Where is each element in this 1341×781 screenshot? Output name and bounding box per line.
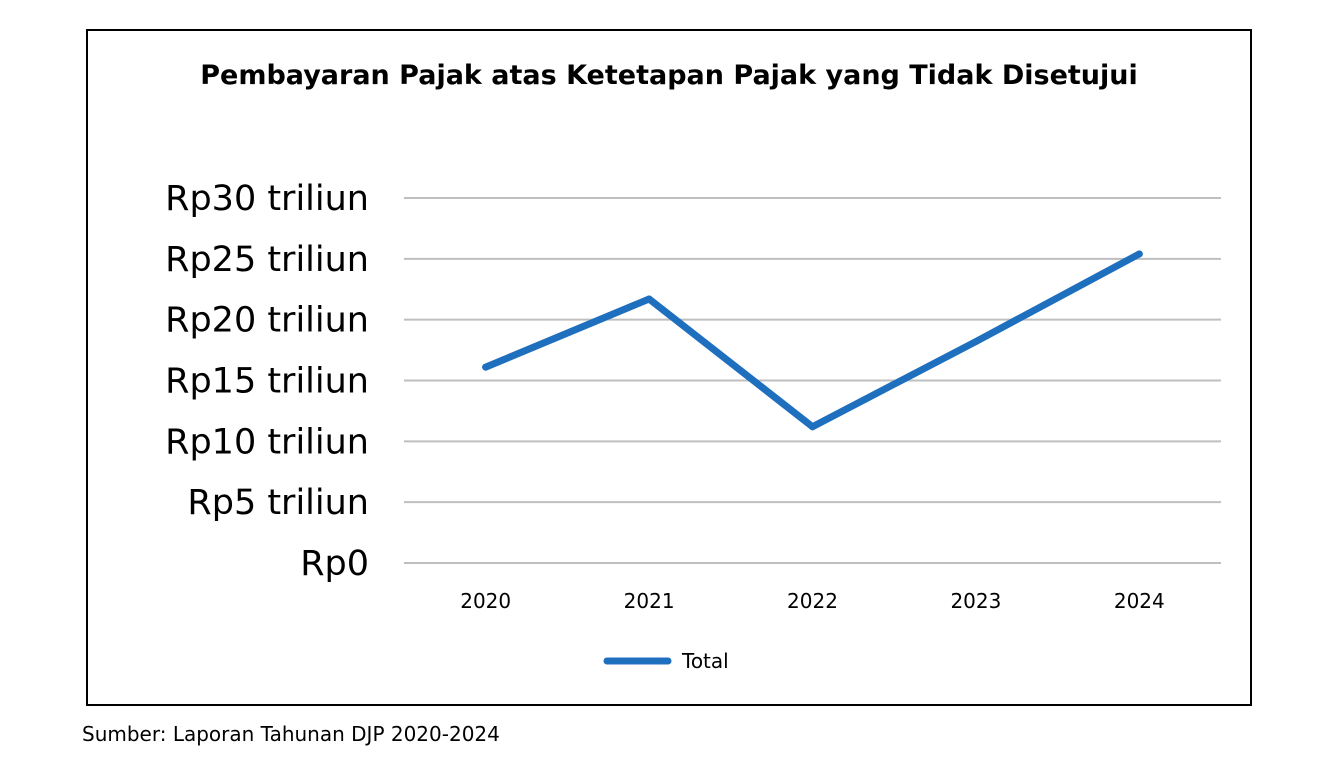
legend-label: Total [681, 649, 729, 673]
y-tick-label: Rp10 triliun [165, 422, 369, 462]
x-tick-label: 2023 [950, 589, 1001, 613]
data-point [809, 423, 816, 431]
y-axis-tick-labels: Rp0 Rp5 triliun Rp10 triliun Rp15 triliun Rp… [165, 179, 369, 584]
legend: Total [603, 649, 729, 673]
x-tick-label: 2022 [787, 589, 838, 613]
y-tick-label: Rp25 triliun [165, 240, 369, 280]
y-tick-label: Rp20 triliun [165, 301, 369, 341]
data-point [972, 338, 980, 346]
x-tick-label: 2021 [624, 589, 675, 613]
data-point [645, 295, 653, 303]
y-tick-label: Rp0 [300, 544, 369, 584]
data-point [482, 363, 490, 371]
y-tick-label: Rp30 triliun [165, 179, 369, 219]
source-note: Sumber: Laporan Tahunan DJP 2020-2024 [82, 722, 500, 746]
chart-title: Pembayaran Pajak atas Ketetapan Pajak ya… [200, 60, 1138, 91]
grid-lines [404, 197, 1221, 564]
series-line-total [482, 250, 1143, 431]
data-point [1135, 250, 1143, 258]
series-lines [482, 250, 1143, 431]
x-tick-label: 2020 [460, 589, 511, 613]
chart-frame [86, 29, 1252, 706]
x-axis-tick-labels: 2020 2021 2022 2023 2024 [460, 589, 1165, 613]
y-tick-label: Rp15 triliun [165, 362, 369, 402]
y-tick-label: Rp5 triliun [187, 483, 369, 523]
x-tick-label: 2024 [1114, 589, 1165, 613]
